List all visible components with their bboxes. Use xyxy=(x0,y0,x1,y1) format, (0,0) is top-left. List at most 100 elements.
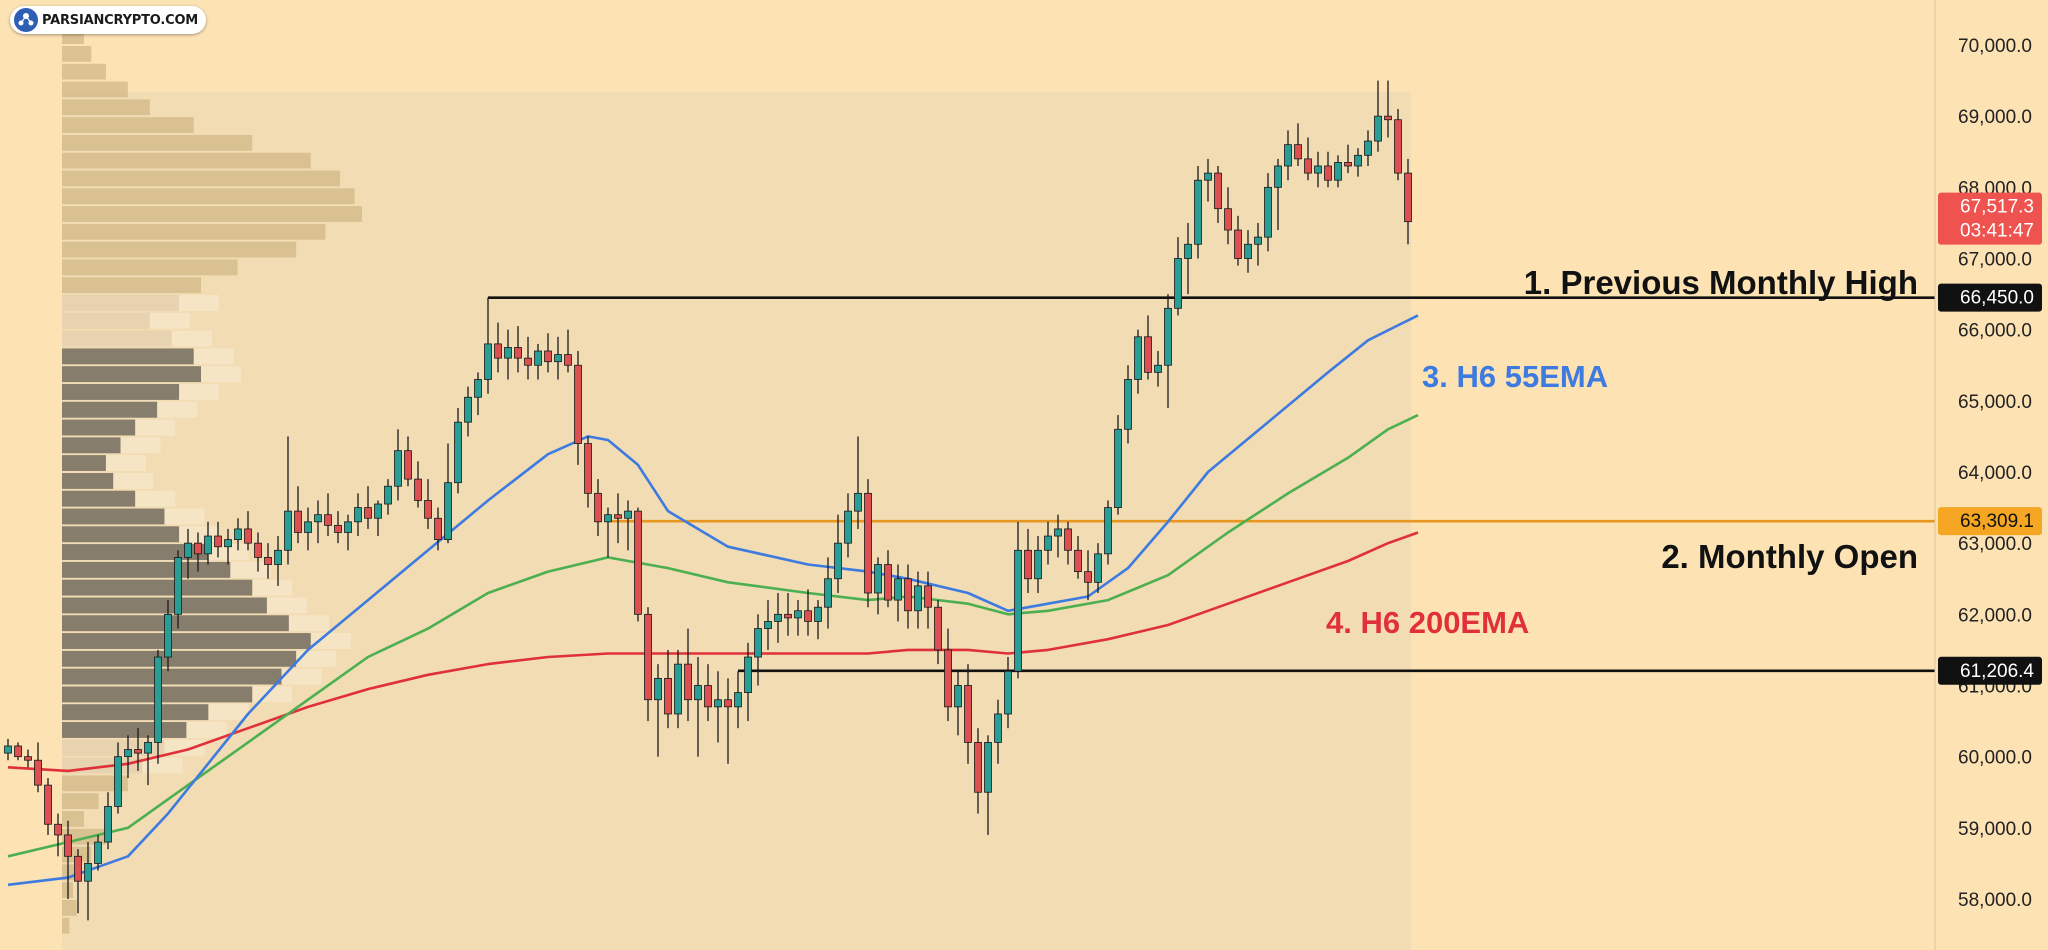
candle-body-up xyxy=(204,535,212,555)
candle-body-down xyxy=(54,823,62,836)
candle xyxy=(1294,123,1302,166)
candle-body-down xyxy=(264,557,272,565)
candle xyxy=(734,671,742,729)
previous-monthly-high-tag-text: 66,450.0 xyxy=(1960,288,2034,309)
volume-profile-bar xyxy=(62,508,165,525)
candle-body-up xyxy=(1124,379,1132,430)
candle xyxy=(1244,230,1252,273)
ema-green-line xyxy=(7,413,1419,858)
candle-body-up xyxy=(174,557,182,615)
price-axis: 70,000.069,000.068,000.067,000.066,000.0… xyxy=(1934,0,2048,950)
candle-body-down xyxy=(944,649,952,708)
candle xyxy=(94,834,102,871)
y-tick-label: 67,000.0 xyxy=(1958,250,2032,271)
candle xyxy=(84,842,92,921)
candle xyxy=(1344,144,1352,174)
candle xyxy=(424,479,432,529)
last-price-tag: 67,517.3 03:41:47 xyxy=(1938,192,2042,245)
candle-body-up xyxy=(1194,179,1202,245)
volume-profile-bar xyxy=(62,793,99,810)
monthly-open-tag-text: 63,309.1 xyxy=(1960,511,2034,532)
volume-profile-bar xyxy=(62,544,209,560)
candle xyxy=(414,461,422,508)
candle xyxy=(694,657,702,757)
candle-body-down xyxy=(414,478,422,501)
candle xyxy=(434,507,442,551)
candle-body-up xyxy=(4,745,12,754)
candle xyxy=(1164,294,1172,408)
candle xyxy=(644,607,652,722)
candle xyxy=(934,600,942,665)
candle-body-up xyxy=(1174,258,1182,309)
candle-body-up xyxy=(274,549,282,565)
volume-profile-bar xyxy=(62,597,267,614)
candle-body-up xyxy=(1134,336,1142,380)
candle-body-up xyxy=(454,421,462,484)
candle xyxy=(874,557,882,615)
candle xyxy=(654,664,662,757)
candle xyxy=(1084,550,1092,601)
value-area-bar xyxy=(62,615,329,632)
candle-body-down xyxy=(634,510,642,615)
volume-profile-bar xyxy=(62,650,297,667)
candle xyxy=(544,333,552,373)
value-area-bar xyxy=(62,561,271,578)
candle xyxy=(1334,155,1342,188)
candle xyxy=(804,589,812,636)
volume-profile-bar xyxy=(62,900,77,916)
candle xyxy=(994,699,1002,764)
candle xyxy=(1254,222,1262,266)
candle xyxy=(1194,165,1202,259)
candle-body-down xyxy=(1064,528,1072,551)
candle-body-down xyxy=(44,784,52,825)
candle-body-up xyxy=(94,841,102,864)
candle-body-up xyxy=(1354,154,1362,167)
volume-profile-bar xyxy=(62,99,150,116)
candle-body-down xyxy=(644,613,652,701)
support-level-tag: 61,206.4 xyxy=(1938,656,2042,685)
candle-body-up xyxy=(624,510,632,519)
candle-body-up xyxy=(1314,165,1322,174)
candle-body-down xyxy=(1144,336,1152,373)
candle-body-up xyxy=(124,749,132,758)
candle-body-down xyxy=(324,514,332,526)
candle-body-down xyxy=(14,745,22,758)
candle xyxy=(954,671,962,736)
candle-body-down xyxy=(404,450,412,480)
candle xyxy=(1324,151,1332,188)
candle xyxy=(854,436,862,529)
ema200-line xyxy=(7,531,1419,773)
candle-body-down xyxy=(134,749,142,754)
candle-body-down xyxy=(1234,229,1242,259)
candle xyxy=(74,849,82,914)
candle-body-down xyxy=(334,524,342,533)
candle-body-down xyxy=(574,364,582,444)
candle xyxy=(334,511,342,544)
candle-body-up xyxy=(84,863,92,882)
candle-body-up xyxy=(1054,528,1062,537)
candle-body-up xyxy=(104,806,112,843)
candle xyxy=(24,749,32,768)
candle xyxy=(974,728,982,814)
candle xyxy=(784,592,792,636)
candle-body-up xyxy=(344,521,352,533)
candle-body-down xyxy=(724,699,732,708)
candle-body-up xyxy=(464,396,472,423)
candle xyxy=(664,649,672,729)
candle-body-up xyxy=(1204,172,1212,181)
volume-profile-bar xyxy=(62,152,311,169)
candle-body-down xyxy=(584,443,592,494)
candle-body-up xyxy=(954,685,962,708)
candle-body-down xyxy=(884,564,892,601)
candle-body-down xyxy=(514,347,522,359)
value-area-bar xyxy=(62,597,307,614)
candle-body-up xyxy=(1274,165,1282,188)
candle-body-up xyxy=(984,742,992,793)
candle-body-up xyxy=(1284,144,1292,167)
price-axis-bg xyxy=(1935,0,2048,950)
candle-body-up xyxy=(824,578,832,608)
candle xyxy=(1004,657,1012,729)
value-area-bar xyxy=(62,455,146,471)
candle xyxy=(44,778,52,835)
